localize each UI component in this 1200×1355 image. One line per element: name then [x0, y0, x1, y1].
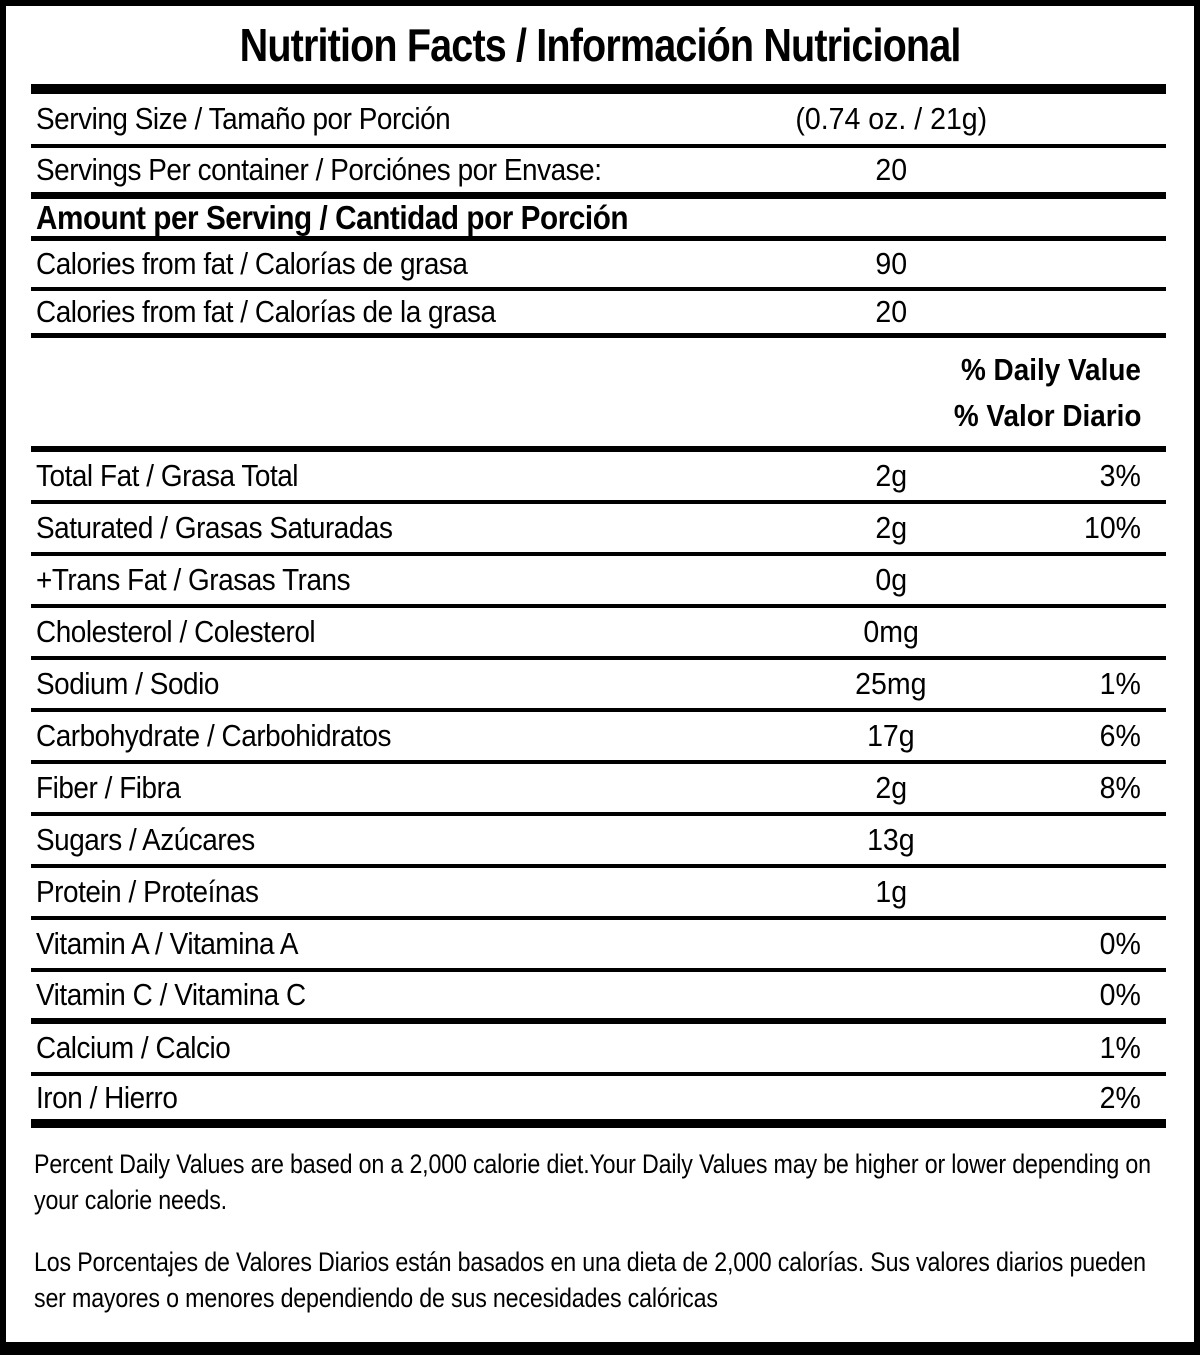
footnote-english: Percent Daily Values are based on a 2,00…: [34, 1149, 1151, 1215]
nutrient-value: 17g: [867, 718, 915, 753]
servings-per-container-label: Servings Per container / Porciónes por E…: [36, 152, 602, 187]
nutrient-row-carbohydrate: Carbohydrate / Carbohidratos 17g 6%: [31, 712, 1166, 764]
calories-from-fat-value-1: 90: [875, 246, 907, 281]
nutrient-value-wrap: 0mg: [721, 614, 1061, 650]
nutrient-value: 2g: [875, 510, 907, 545]
label-title-wrap: Nutrition Facts / Información Nutriciona…: [6, 6, 1194, 84]
amount-per-serving-row: Amount per Serving / Cantidad por Porció…: [31, 199, 1166, 241]
nutrient-label: Sodium / Sodio: [36, 666, 219, 701]
serving-size-value-wrap: (0.74 oz. / 21g): [721, 101, 1061, 137]
calories-from-fat-label-2: Calories from fat / Calorías de la grasa: [36, 294, 496, 329]
nutrient-pct: 2%: [1099, 1079, 1141, 1115]
nutrient-row-saturated-fat: Saturated / Grasas Saturadas 2g 10%: [31, 504, 1166, 556]
nutrient-value: 2g: [875, 770, 907, 805]
servings-per-container-value-wrap: 20: [721, 152, 1061, 188]
nutrient-label: Calcium / Calcio: [36, 1030, 231, 1065]
calories-from-fat-value-wrap-2: 20: [721, 294, 1061, 330]
nutrient-value-wrap: 0g: [721, 562, 1061, 598]
daily-value-header-block: % Daily Value % Valor Diario: [31, 338, 1166, 452]
daily-value-header-es-wrap: % Valor Diario: [36, 396, 1141, 442]
nutrient-value: 1g: [875, 874, 907, 909]
nutrient-pct: 1%: [1099, 1030, 1141, 1065]
nutrient-value: 25mg: [855, 666, 927, 701]
nutrient-pct-wrap: 0%: [1096, 926, 1141, 962]
servings-per-container-row: Servings Per container / Porciónes por E…: [31, 148, 1166, 199]
nutrient-value-wrap: [721, 977, 1061, 1013]
calories-from-fat-value-2: 20: [875, 294, 907, 329]
nutrient-label: Saturated / Grasas Saturadas: [36, 510, 393, 545]
nutrient-pct: 8%: [1099, 770, 1141, 805]
nutrient-row-trans-fat: +Trans Fat / Grasas Trans 0g: [31, 556, 1166, 608]
nutrient-pct: 6%: [1099, 718, 1141, 753]
nutrient-value: 0mg: [863, 614, 919, 649]
nutrient-label: Protein / Proteínas: [36, 874, 259, 909]
nutrient-value-wrap: 2g: [721, 770, 1061, 806]
footnotes: Percent Daily Values are based on a 2,00…: [34, 1146, 1194, 1316]
nutrient-pct: 1%: [1099, 666, 1141, 701]
nutrient-label: Vitamin C / Vitamina C: [36, 977, 306, 1012]
nutrient-pct-wrap: 6%: [1096, 718, 1141, 754]
nutrient-row-sodium: Sodium / Sodio 25mg 1%: [31, 660, 1166, 712]
servings-per-container-value: 20: [875, 152, 907, 187]
nutrient-value-wrap: 17g: [721, 718, 1061, 754]
nutrient-pct-wrap: 1%: [1096, 666, 1141, 702]
nutrient-pct: 0%: [1099, 977, 1141, 1012]
nutrient-label: Fiber / Fibra: [36, 770, 181, 805]
nutrient-row-protein: Protein / Proteínas 1g: [31, 868, 1166, 920]
serving-size-row: Serving Size / Tamaño por Porción (0.74 …: [31, 94, 1166, 148]
amount-per-serving-heading: Amount per Serving / Cantidad por Porció…: [36, 198, 629, 236]
nutrient-pct-wrap: 2%: [1096, 1080, 1141, 1116]
nutrient-value: 0g: [875, 562, 907, 597]
nutrient-value: 13g: [867, 822, 915, 857]
nutrient-label: Carbohydrate / Carbohidratos: [36, 718, 391, 753]
nutrient-label: Sugars / Azúcares: [36, 822, 255, 857]
nutrient-pct: 0%: [1099, 926, 1141, 961]
nutrient-pct-wrap: 0%: [1096, 977, 1141, 1013]
calories-from-fat-value-wrap-1: 90: [721, 246, 1061, 282]
title-divider-bar: [31, 84, 1166, 94]
daily-value-header-en-wrap: % Daily Value: [36, 350, 1141, 396]
nutrient-row-total-fat: Total Fat / Grasa Total 2g 3%: [31, 452, 1166, 504]
nutrient-pct-wrap: 3%: [1096, 458, 1141, 494]
nutrient-row-iron: Iron / Hierro 2%: [31, 1076, 1166, 1128]
nutrient-row-calcium: Calcium / Calcio 1%: [31, 1024, 1166, 1076]
nutrient-label: Cholesterol / Colesterol: [36, 614, 316, 649]
nutrient-row-fiber: Fiber / Fibra 2g 8%: [31, 764, 1166, 816]
nutrient-value-wrap: 2g: [721, 510, 1061, 546]
nutrient-row-vitamin-c: Vitamin C / Vitamina C 0%: [31, 972, 1166, 1024]
nutrient-value-wrap: 13g: [721, 822, 1061, 858]
serving-size-value: (0.74 oz. / 21g): [795, 101, 987, 136]
nutrient-pct-wrap: 1%: [1096, 1030, 1141, 1066]
calories-from-fat-row-2: Calories from fat / Calorías de la grasa…: [31, 291, 1166, 338]
nutrient-row-sugars: Sugars / Azúcares 13g: [31, 816, 1166, 868]
nutrient-value-wrap: [721, 1030, 1061, 1066]
nutrient-label: +Trans Fat / Grasas Trans: [36, 562, 351, 597]
label-rows: Serving Size / Tamaño por Porción (0.74 …: [31, 94, 1166, 1128]
daily-value-header-es: % Valor Diario: [953, 398, 1141, 433]
nutrient-value-wrap: 25mg: [721, 666, 1061, 702]
serving-size-label: Serving Size / Tamaño por Porción: [36, 101, 451, 136]
nutrient-value-wrap: [721, 926, 1061, 962]
nutrient-value: 2g: [875, 458, 907, 493]
nutrient-label: Iron / Hierro: [36, 1079, 178, 1115]
label-title: Nutrition Facts / Información Nutriciona…: [239, 19, 962, 71]
nutrient-pct-wrap: 10%: [1079, 510, 1141, 546]
nutrient-value-wrap: [721, 1080, 1061, 1116]
nutrient-pct: 3%: [1099, 458, 1141, 493]
nutrient-label: Total Fat / Grasa Total: [36, 458, 299, 493]
daily-value-header-en: % Daily Value: [961, 352, 1141, 387]
calories-from-fat-row-1: Calories from fat / Calorías de grasa 90: [31, 241, 1166, 291]
nutrient-label: Vitamin A / Vitamina A: [36, 926, 299, 961]
nutrient-row-cholesterol: Cholesterol / Colesterol 0mg: [31, 608, 1166, 660]
footnote-spanish: Los Porcentajes de Valores Diarios están…: [34, 1247, 1146, 1313]
calories-from-fat-label-1: Calories from fat / Calorías de grasa: [36, 246, 468, 281]
nutrient-pct-wrap: 8%: [1096, 770, 1141, 806]
nutrient-value-wrap: 1g: [721, 874, 1061, 910]
nutrient-pct: 10%: [1083, 510, 1141, 545]
nutrient-row-vitamin-a: Vitamin A / Vitamina A 0%: [31, 920, 1166, 972]
nutrient-value-wrap: 2g: [721, 458, 1061, 494]
